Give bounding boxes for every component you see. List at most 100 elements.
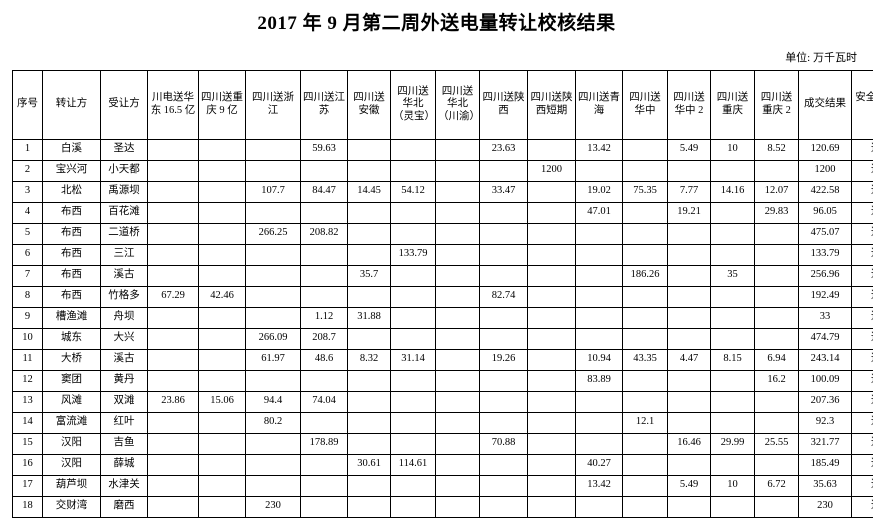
cell-shaanxi-short (528, 286, 576, 307)
cell-huazhong2 (668, 265, 711, 286)
cell-zhejiang: 266.25 (246, 223, 301, 244)
cell-total: 207.36 (799, 391, 852, 412)
table-row: 2宝兴河小天都12001200通过 (13, 160, 873, 181)
cell-transferee: 圣达 (101, 139, 148, 160)
cell-huabei-chuanyu (436, 265, 480, 286)
column-header-conclusion: 安全校核结论 (852, 70, 873, 139)
cell-zhejiang (246, 286, 301, 307)
cell-conclusion: 通过 (852, 454, 873, 475)
cell-huazhong: 186.26 (623, 265, 668, 286)
cell-shaanxi-short (528, 139, 576, 160)
cell-chongqing9 (199, 244, 246, 265)
cell-qinghai: 47.01 (576, 202, 623, 223)
column-header-chongqing: 四川送重庆 (711, 70, 755, 139)
cell-zhejiang: 94.4 (246, 391, 301, 412)
cell-chongqing9 (199, 181, 246, 202)
cell-huazhong (623, 139, 668, 160)
cell-chongqing9 (199, 223, 246, 244)
cell-chongqing2: 25.55 (755, 433, 799, 454)
cell-index: 6 (13, 244, 43, 265)
cell-chongqing2 (755, 307, 799, 328)
cell-chongqing2: 12.07 (755, 181, 799, 202)
cell-anhui (348, 412, 391, 433)
cell-total: 96.05 (799, 202, 852, 223)
cell-conclusion: 通过 (852, 181, 873, 202)
transfer-verification-table: 序号 转让方 受让方 川电送华东 16.5 亿 四川送重庆 9 亿 四川送浙江 … (12, 70, 873, 518)
cell-jiangsu: 84.47 (301, 181, 348, 202)
cell-transferor: 布西 (43, 244, 101, 265)
cell-jiangsu: 74.04 (301, 391, 348, 412)
cell-chongqing9 (199, 370, 246, 391)
cell-chongqing (711, 370, 755, 391)
cell-huadong (148, 475, 199, 496)
cell-total: 185.49 (799, 454, 852, 475)
cell-chongqing2 (755, 160, 799, 181)
cell-zhejiang: 230 (246, 496, 301, 517)
cell-transferor: 葫芦坝 (43, 475, 101, 496)
cell-conclusion: 通过 (852, 433, 873, 454)
cell-index: 1 (13, 139, 43, 160)
cell-jiangsu (301, 370, 348, 391)
cell-jiangsu: 208.82 (301, 223, 348, 244)
cell-shaanxi (480, 265, 528, 286)
cell-index: 2 (13, 160, 43, 181)
cell-huazhong (623, 370, 668, 391)
cell-huazhong2 (668, 412, 711, 433)
cell-transferor: 布西 (43, 223, 101, 244)
cell-chongqing: 14.16 (711, 181, 755, 202)
cell-total: 192.49 (799, 286, 852, 307)
cell-total: 1200 (799, 160, 852, 181)
table-row: 18交财湾磨西230230通过 (13, 496, 873, 517)
cell-total: 256.96 (799, 265, 852, 286)
cell-transferee: 大兴 (101, 328, 148, 349)
column-header-qinghai: 四川送青海 (576, 70, 623, 139)
cell-shaanxi-short (528, 181, 576, 202)
cell-huabei-chuanyu (436, 202, 480, 223)
cell-transferor: 城东 (43, 328, 101, 349)
cell-huabei-lingbao (391, 307, 436, 328)
cell-conclusion: 通过 (852, 349, 873, 370)
page-title: 2017 年 9 月第二周外送电量转让校核结果 (0, 0, 873, 36)
cell-chongqing9 (199, 160, 246, 181)
cell-anhui (348, 475, 391, 496)
cell-jiangsu (301, 286, 348, 307)
cell-index: 4 (13, 202, 43, 223)
cell-chongqing9 (199, 433, 246, 454)
cell-index: 3 (13, 181, 43, 202)
cell-shaanxi-short (528, 496, 576, 517)
cell-jiangsu (301, 496, 348, 517)
cell-huazhong2 (668, 454, 711, 475)
table-header: 序号 转让方 受让方 川电送华东 16.5 亿 四川送重庆 9 亿 四川送浙江 … (13, 70, 873, 139)
cell-conclusion: 通过 (852, 160, 873, 181)
cell-anhui: 8.32 (348, 349, 391, 370)
cell-jiangsu (301, 265, 348, 286)
cell-transferee: 薛城 (101, 454, 148, 475)
cell-jiangsu: 208.7 (301, 328, 348, 349)
cell-qinghai (576, 307, 623, 328)
cell-chongqing2 (755, 286, 799, 307)
cell-huabei-lingbao (391, 202, 436, 223)
cell-huazhong (623, 496, 668, 517)
cell-zhejiang: 61.97 (246, 349, 301, 370)
cell-qinghai (576, 496, 623, 517)
cell-transferee: 百花滩 (101, 202, 148, 223)
cell-chongqing (711, 244, 755, 265)
cell-huabei-chuanyu (436, 328, 480, 349)
cell-jiangsu: 1.12 (301, 307, 348, 328)
cell-huazhong2 (668, 286, 711, 307)
cell-huabei-chuanyu (436, 370, 480, 391)
cell-transferee: 双滩 (101, 391, 148, 412)
cell-chongqing2 (755, 244, 799, 265)
column-header-transferor: 转让方 (43, 70, 101, 139)
column-header-huabei-chuanyu: 四川送华北（川渝） (436, 70, 480, 139)
cell-transferee: 二道桥 (101, 223, 148, 244)
cell-shaanxi-short (528, 328, 576, 349)
cell-anhui (348, 328, 391, 349)
cell-conclusion: 通过 (852, 286, 873, 307)
cell-qinghai: 40.27 (576, 454, 623, 475)
cell-shaanxi (480, 496, 528, 517)
cell-transferee: 舟坝 (101, 307, 148, 328)
